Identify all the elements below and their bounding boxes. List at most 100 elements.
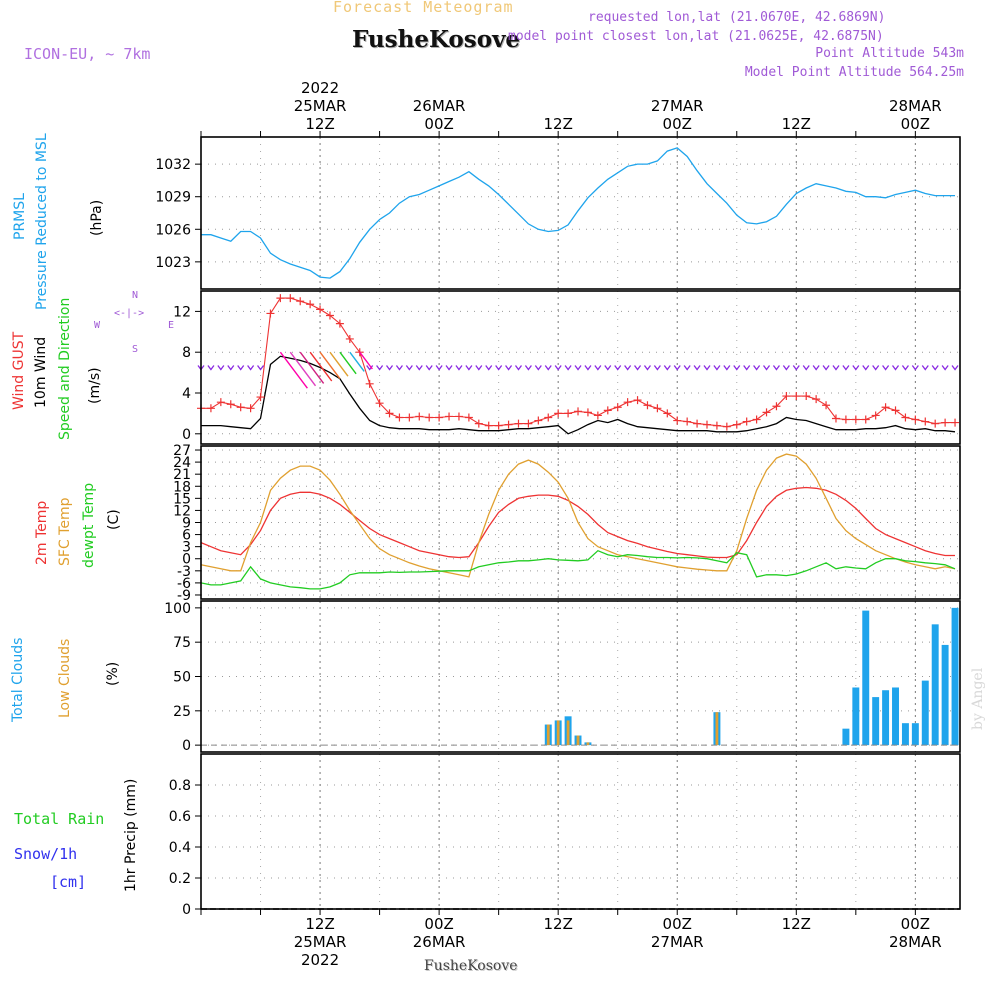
compass-w: W <box>94 320 101 331</box>
gust-marker <box>375 399 384 408</box>
y-tick-label: -3 <box>177 564 191 580</box>
wind-barb <box>782 365 790 371</box>
wind-barb <box>713 365 721 371</box>
gust-marker <box>286 294 295 303</box>
pressure-label-msl: Pressure Reduced to MSL <box>34 133 50 310</box>
panel-frame <box>200 136 961 290</box>
gust-marker <box>454 412 463 421</box>
watermark: by Angel <box>970 667 986 730</box>
wind-barb <box>882 365 890 371</box>
wind-barb <box>544 365 552 371</box>
gust-marker <box>762 408 771 417</box>
gust-marker <box>236 403 245 412</box>
wind-barb <box>445 365 453 371</box>
y-tick-label: 4 <box>182 386 191 402</box>
y-tick-label: 0 <box>182 902 191 918</box>
gust-marker <box>395 413 404 422</box>
y-tick-label: -9 <box>177 588 191 604</box>
wind-fan-arrow <box>359 351 373 370</box>
y-tick-label: 100 <box>164 601 191 617</box>
wind-barb <box>832 365 840 371</box>
compass-e: E <box>168 320 175 331</box>
compass-icon: N <-|-> W E S <box>92 290 182 360</box>
precip-cm-label: [cm] <box>50 873 87 891</box>
gust-marker <box>425 413 434 422</box>
clouds-unit: (%) <box>105 661 121 686</box>
gust-marker <box>782 392 791 401</box>
gust-marker <box>435 413 444 422</box>
wind-barb <box>951 365 959 371</box>
gust-marker <box>742 417 751 426</box>
wind-barb <box>862 365 870 371</box>
wind-barb <box>435 365 443 371</box>
station-title: FusheKosove <box>352 26 521 53</box>
x-label-bottom: 12Z <box>543 915 572 933</box>
wind-barb <box>624 365 632 371</box>
gust-marker <box>683 417 692 426</box>
gust-marker <box>633 396 642 405</box>
wind-speed-dir-label: Speed and Direction <box>57 297 73 440</box>
wind-barb <box>634 365 642 371</box>
gust-marker <box>504 420 513 429</box>
y-tick-label: 1026 <box>155 222 191 238</box>
x-label-top: 12Z <box>543 115 572 133</box>
wind-barb <box>842 365 850 371</box>
wind-barb <box>891 365 900 371</box>
gust-marker <box>901 413 910 422</box>
y-tick-label: 0 <box>182 738 191 754</box>
gust-marker <box>514 419 523 428</box>
gust-marker <box>613 403 622 412</box>
total-cloud-bar <box>892 687 899 746</box>
wind-barb <box>812 365 820 371</box>
wind-barb <box>931 365 939 371</box>
total-cloud-bar <box>931 624 939 746</box>
gust-marker <box>831 414 840 423</box>
wind-barb <box>524 365 532 371</box>
wind-barb <box>574 365 582 371</box>
wind-fan-arrow <box>349 351 365 372</box>
t2m-line <box>200 486 955 559</box>
gust-marker <box>494 421 503 430</box>
wind-barb <box>217 365 225 371</box>
wind-barb <box>505 365 513 371</box>
gust-marker <box>266 309 275 318</box>
y-tick-label: 27 <box>173 443 191 459</box>
footer-station: FusheKosove <box>424 958 518 974</box>
y-tick-label: 15 <box>173 491 191 507</box>
clouds-low-label: Low Clouds <box>57 638 73 718</box>
closest-coords: model point closest lon,lat (21.0625E, 4… <box>508 29 884 44</box>
gust-marker <box>484 421 493 430</box>
gust-marker <box>663 409 672 418</box>
gust-marker <box>593 411 602 420</box>
wind-barb <box>425 365 433 371</box>
wind-barb <box>455 365 463 371</box>
y-tick-label: 50 <box>173 670 191 686</box>
x-label-top: 25MAR <box>294 97 347 115</box>
x-label-top: 27MAR <box>651 97 704 115</box>
y-tick-label: 21 <box>173 467 191 483</box>
y-tick-label: 0 <box>182 552 191 568</box>
gust-marker <box>673 416 682 425</box>
temp-sfc-label: SFC Temp <box>57 497 73 566</box>
y-tick-label: 0.8 <box>169 778 191 794</box>
precip-snow-label: Snow/1h <box>14 845 78 863</box>
gust-marker <box>951 418 960 427</box>
wind-fan-arrow <box>299 351 325 384</box>
wind-speed-line <box>201 355 956 435</box>
precip-rain-label: Total Rain <box>14 810 105 828</box>
y-tick-label: 0.2 <box>169 871 191 887</box>
model-point-altitude: Model Point Altitude 564.25m <box>744 65 964 80</box>
total-cloud-bar <box>941 644 949 746</box>
wind-10m-label: 10m Wind <box>33 336 49 408</box>
gust-marker <box>246 404 255 413</box>
y-tick-label: 1032 <box>155 157 191 173</box>
requested-coords: requested lon,lat (21.0670E, 42.6869N) <box>588 10 886 25</box>
top-title: Forecast Meteogram <box>333 0 514 16</box>
wind-fan-arrow <box>289 351 317 387</box>
y-tick-label: 12 <box>173 304 191 320</box>
wind-barb <box>247 365 255 371</box>
wind-barb <box>415 365 423 371</box>
gust-marker <box>703 420 711 429</box>
wind-barb <box>772 365 780 371</box>
temp-dewpt-label: dewpt Temp <box>81 482 97 568</box>
